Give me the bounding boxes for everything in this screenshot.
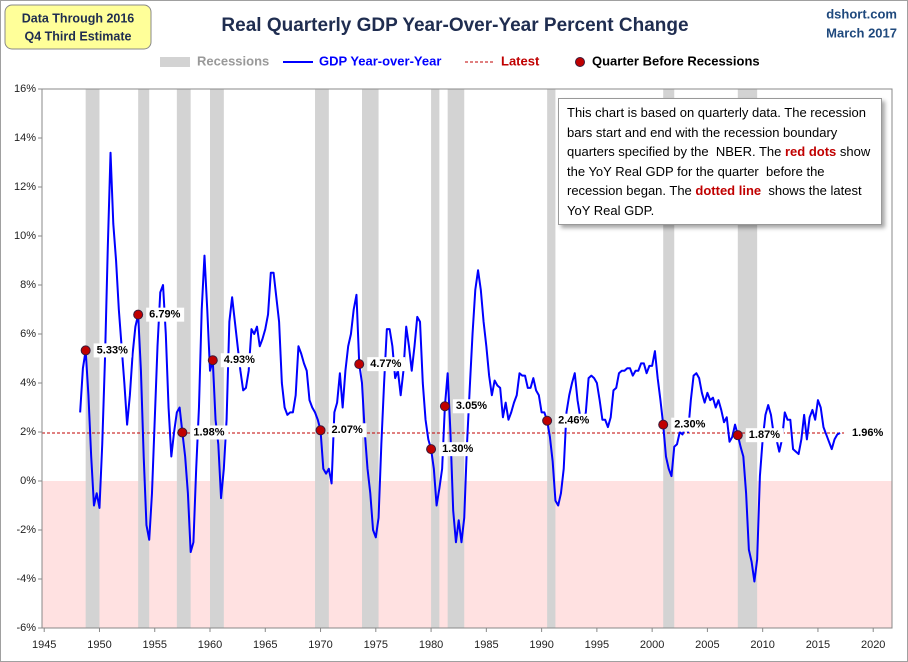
y-tick-label: -4%: [16, 573, 36, 585]
dot-label: 2.46%: [558, 415, 589, 427]
y-tick-label: 16%: [14, 83, 36, 95]
x-tick-label: 2015: [806, 639, 830, 651]
dot-label: 3.05%: [456, 400, 487, 412]
dot-label-bg: [439, 442, 478, 457]
recession-bar: [176, 89, 191, 628]
dot-label: 5.33%: [97, 344, 128, 356]
x-tick-label: 1960: [198, 639, 222, 651]
recession-bar: [431, 89, 440, 628]
pre-recession-dot: [315, 425, 326, 436]
recession-bar: [85, 89, 100, 628]
x-tick-label: 1955: [143, 639, 167, 651]
dot-label-bg: [367, 357, 406, 372]
legend: Recessions GDP Year-over-Year Latest Quarte…: [160, 53, 760, 68]
y-tick-label: 10%: [14, 230, 36, 242]
badge-line: Data Through 2016: [22, 11, 135, 25]
x-tick-label: 1995: [585, 639, 609, 651]
pre-recession-dot: [732, 430, 743, 441]
pre-recession-dot: [207, 355, 218, 366]
dot-label-bg: [452, 399, 491, 414]
x-tick-label: 2000: [640, 639, 664, 651]
pre-recession-dot: [177, 427, 188, 438]
dot-label-bg: [93, 343, 132, 358]
note-text: shows the latest YoY Real GDP.: [567, 183, 865, 218]
note-highlight: dotted line: [695, 183, 762, 198]
legend-label: Recessions: [197, 53, 269, 68]
pre-recession-dot: [80, 345, 91, 356]
x-tick-label: 1980: [419, 639, 443, 651]
x-tick-label: 2010: [750, 639, 774, 651]
x-tick-label: 1975: [364, 639, 388, 651]
pre-recession-dot: [426, 444, 437, 455]
x-tick-label: 1945: [32, 639, 56, 651]
gdp-line: [79, 151, 841, 583]
y-tick-label: 4%: [20, 377, 36, 389]
dot-label: 1.30%: [442, 443, 473, 455]
x-tick-label: 1965: [253, 639, 277, 651]
dot-label: 4.77%: [370, 358, 401, 370]
source: dshort.com: [826, 6, 897, 21]
y-tick-label: -2%: [16, 524, 36, 536]
x-tick-label: 1990: [529, 639, 553, 651]
badge-box: [4, 4, 152, 50]
note: This chart is based on quarterly data. T…: [558, 98, 882, 225]
note-text: show the YoY Real GDP for the quarter be…: [567, 144, 874, 198]
recession-bar: [138, 89, 150, 628]
legend-label: Latest: [501, 53, 540, 68]
pre-recession-dot: [542, 415, 553, 426]
chart-title: Real Quarterly GDP Year-Over-Year Percen…: [221, 15, 688, 36]
dot-label: 1.98%: [193, 426, 224, 438]
recession-bar: [447, 89, 465, 628]
note-text: This chart is based on quarterly data. T…: [567, 105, 870, 159]
dot-label-bg: [328, 423, 367, 438]
negative-region: [42, 481, 892, 628]
dot-label: 2.07%: [332, 424, 363, 436]
y-tick-label: 6%: [20, 328, 36, 340]
x-tick-label: 1950: [87, 639, 111, 651]
dot-label-bg: [220, 353, 259, 368]
dot-label-bg: [745, 428, 784, 443]
plot-area: -6% -4% -2% 0% 2% 4% 6% 8% 10% 12% 14% 16% 1945 1950 1…: [14, 83, 893, 651]
dot-label-bg: [555, 413, 594, 428]
x-tick-label: 1985: [474, 639, 498, 651]
x-tick-label: 1970: [308, 639, 332, 651]
dot-label: 6.79%: [149, 309, 180, 321]
dot-label-bg: [190, 425, 229, 440]
x-tick-label: 2005: [695, 639, 719, 651]
pre-recession-dot: [133, 309, 144, 320]
y-tick-label: 2%: [20, 426, 36, 438]
dot-label: 1.87%: [749, 429, 780, 441]
legend-label: Quarter Before Recessions: [592, 53, 760, 68]
legend-swatch: [575, 57, 585, 67]
latest-label: 1.96%: [852, 427, 883, 439]
dot-label: 2.30%: [674, 419, 705, 431]
pre-recession-dot: [354, 359, 365, 370]
y-tick-label: 14%: [14, 132, 36, 144]
y-tick-label: -6%: [16, 622, 36, 634]
legend-label: GDP Year-over-Year: [319, 53, 441, 68]
legend-swatch: [160, 57, 190, 67]
pre-recession-dot: [658, 419, 669, 430]
y-tick-label: 0%: [20, 475, 36, 487]
y-tick-label: 8%: [20, 279, 36, 291]
note-highlight: red dots: [784, 144, 837, 159]
dot-label-bg: [146, 307, 185, 322]
x-tick-label: 2020: [861, 639, 885, 651]
y-tick-label: 12%: [14, 181, 36, 193]
recession-bar: [547, 89, 556, 628]
plot-border: [41, 88, 893, 629]
source-date: March 2017: [826, 25, 897, 40]
badge-line: Q4 Third Estimate: [25, 29, 132, 43]
pre-recession-dot: [439, 401, 450, 412]
dot-label-bg: [671, 417, 710, 432]
dot-label: 4.93%: [224, 354, 255, 366]
recession-bar: [663, 89, 675, 628]
recession-bar: [315, 89, 329, 628]
